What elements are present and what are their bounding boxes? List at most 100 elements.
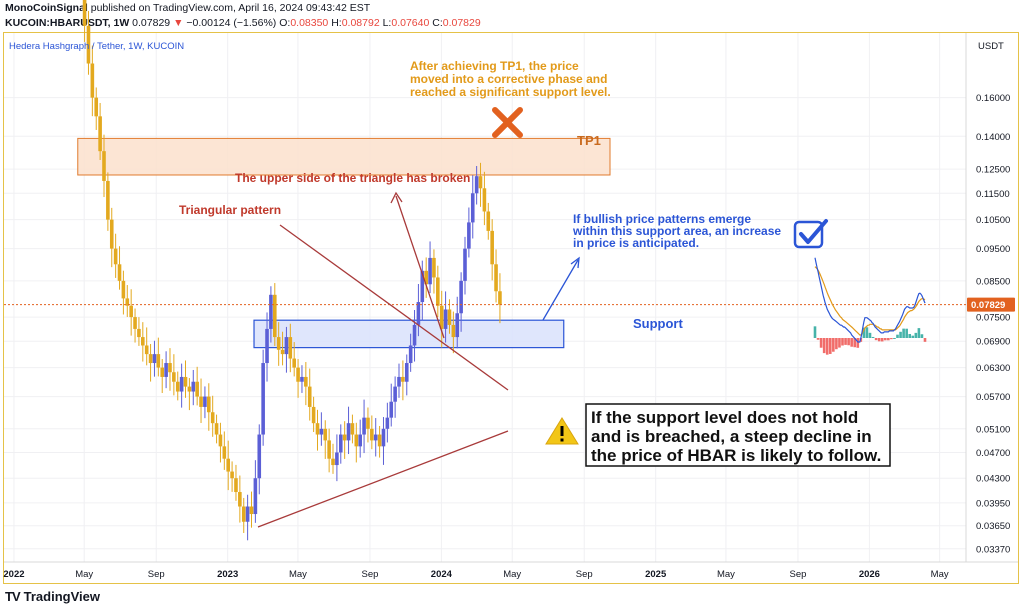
candle-body <box>249 506 254 515</box>
x-tick-label: Sep <box>576 569 593 580</box>
candle-body <box>331 458 335 466</box>
histogram-bar <box>902 328 905 338</box>
y-tick-label: 0.04700 <box>976 448 1010 459</box>
y-tick-label: 0.09500 <box>976 244 1010 255</box>
triangle-lower-line <box>257 430 509 528</box>
candle-body <box>362 417 366 435</box>
histogram-bar <box>880 338 884 342</box>
author-name: MonoCoinSignal <box>5 2 88 14</box>
bullish-note-line: within this support area, an increase <box>572 224 781 238</box>
histogram-bar <box>828 338 832 354</box>
candle-body <box>245 506 250 522</box>
time-axis[interactable]: 2022 May Sep 2023 May Sep 2024 May Sep 2025 May Sep… <box>3 569 948 580</box>
bullish-note-line: If bullish price patterns emerge <box>573 212 751 226</box>
candle-body <box>342 434 347 441</box>
candle-body <box>377 434 382 447</box>
candle-body <box>436 277 440 306</box>
bullish-note-line: in price is anticipated. <box>573 236 699 250</box>
candle-body <box>424 270 428 285</box>
low-label: L: <box>382 17 392 29</box>
candle-body <box>102 151 106 181</box>
candle-body <box>370 428 374 441</box>
candle-body <box>160 367 165 377</box>
chart-title: Hedera Hashgraph / Tether, 1W, KUCOIN <box>9 41 184 52</box>
tp1-note: After achieving TP1, the price moved int… <box>410 59 611 99</box>
histogram-bar <box>813 326 817 338</box>
histogram-bar <box>911 335 915 338</box>
breakout-arrow-head <box>390 191 403 204</box>
ohlc-line: KUCOIN:HBARUSDT, 1W 0.07829 ▼ −0.00124 (… <box>5 17 481 29</box>
histogram-bar <box>917 328 921 338</box>
y-tick-label: 0.16000 <box>976 93 1010 104</box>
high-value: 0.08792 <box>341 17 380 29</box>
candle-body <box>125 298 130 306</box>
candle-body <box>141 337 145 346</box>
y-tick-label: 0.12500 <box>976 165 1010 176</box>
candle-body <box>335 452 339 466</box>
candle-body <box>168 363 172 373</box>
candle-body <box>346 423 351 441</box>
candle-body <box>172 372 176 382</box>
candle-body <box>455 313 460 338</box>
low-value: 0.07640 <box>391 17 430 29</box>
candle-body <box>226 458 231 472</box>
warning-note-line: If the support level does not hold <box>591 408 858 427</box>
histogram-bar <box>883 338 887 341</box>
y-tick-label: 0.05700 <box>976 392 1010 403</box>
candle-body <box>109 219 114 249</box>
tp1-zone <box>77 137 611 176</box>
candle-body <box>393 386 397 402</box>
histogram-bar <box>896 334 899 338</box>
candle-body <box>288 337 293 359</box>
candle-body <box>486 211 491 231</box>
candle-body <box>280 349 285 355</box>
support-label: Support <box>633 316 683 331</box>
histogram-bar <box>893 338 896 339</box>
candle-body <box>241 506 246 522</box>
triangle-upper-line <box>279 224 509 391</box>
candle-body <box>152 354 157 364</box>
published-text: published on TradingView.com, April 16, … <box>90 2 371 14</box>
candle-body <box>350 423 355 435</box>
candle-body <box>447 309 452 325</box>
histogram-bar <box>832 338 835 352</box>
x-mark-icon <box>492 107 523 138</box>
histogram-bar <box>856 338 860 348</box>
candle-body <box>199 396 203 407</box>
candle-body <box>494 264 498 292</box>
y-tick-label: 0.07500 <box>976 313 1010 324</box>
high-label: H: <box>331 17 342 29</box>
candle-body <box>261 363 265 435</box>
close-value: 0.07829 <box>442 17 481 29</box>
checkbox-check-icon <box>793 219 828 249</box>
candle-body <box>478 176 483 189</box>
histogram-bar <box>920 334 924 338</box>
y-tick-label: 0.04300 <box>976 474 1010 485</box>
histogram-bar <box>890 338 893 340</box>
candle-body <box>311 406 316 424</box>
price-axis[interactable]: 0.16000 0.14000 0.12500 0.11500 0.10500 0.095… <box>976 93 1010 555</box>
candle-body <box>90 63 95 98</box>
close-label: C: <box>432 17 443 29</box>
histogram-bar <box>844 338 847 345</box>
candle-body <box>129 305 133 318</box>
warning-note-line: and is breached, a steep decline in <box>591 427 872 446</box>
candle-body <box>354 434 359 447</box>
symbol-label: KUCOIN:HBARUSDT, 1W <box>5 17 130 29</box>
candle-body <box>323 428 328 441</box>
candle-body <box>296 367 300 382</box>
candle-body <box>470 193 475 223</box>
candle-body <box>412 324 417 346</box>
candle-body <box>358 434 362 447</box>
warning-triangle-icon <box>545 417 579 445</box>
candle-body <box>327 440 331 459</box>
histogram-bar <box>862 327 866 338</box>
tradingview-logo-icon: TV <box>5 589 21 604</box>
candle-body <box>338 434 343 453</box>
candle-body <box>373 434 378 441</box>
candle-body <box>113 248 118 265</box>
candle-body <box>179 376 184 392</box>
candle-body <box>272 294 277 338</box>
slow-line <box>814 266 926 336</box>
